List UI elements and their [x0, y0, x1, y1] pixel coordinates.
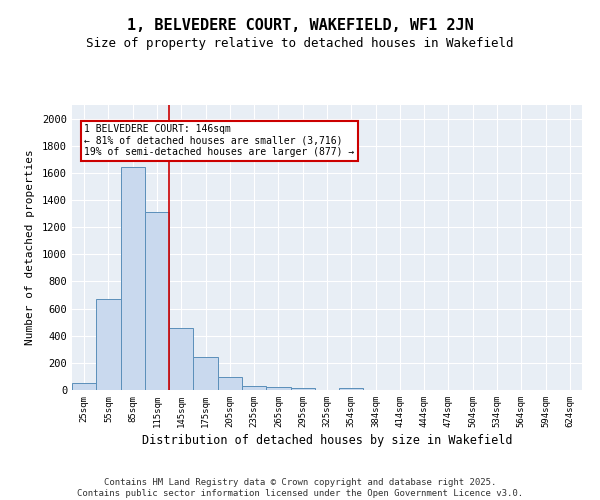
- Text: 1, BELVEDERE COURT, WAKEFIELD, WF1 2JN: 1, BELVEDERE COURT, WAKEFIELD, WF1 2JN: [127, 18, 473, 32]
- Bar: [193, 358, 218, 390]
- Text: 1 BELVEDERE COURT: 146sqm
← 81% of detached houses are smaller (3,716)
19% of se: 1 BELVEDERE COURT: 146sqm ← 81% of detac…: [84, 124, 355, 157]
- Text: Size of property relative to detached houses in Wakefield: Size of property relative to detached ho…: [86, 38, 514, 51]
- Bar: [218, 377, 242, 390]
- Bar: [339, 388, 364, 390]
- Bar: [96, 299, 121, 390]
- Bar: [266, 388, 290, 390]
- Bar: [242, 386, 266, 390]
- Bar: [290, 388, 315, 390]
- Y-axis label: Number of detached properties: Number of detached properties: [25, 150, 35, 346]
- Bar: [72, 382, 96, 390]
- Bar: [169, 328, 193, 390]
- Bar: [121, 168, 145, 390]
- X-axis label: Distribution of detached houses by size in Wakefield: Distribution of detached houses by size …: [142, 434, 512, 447]
- Bar: [145, 212, 169, 390]
- Text: Contains HM Land Registry data © Crown copyright and database right 2025.
Contai: Contains HM Land Registry data © Crown c…: [77, 478, 523, 498]
